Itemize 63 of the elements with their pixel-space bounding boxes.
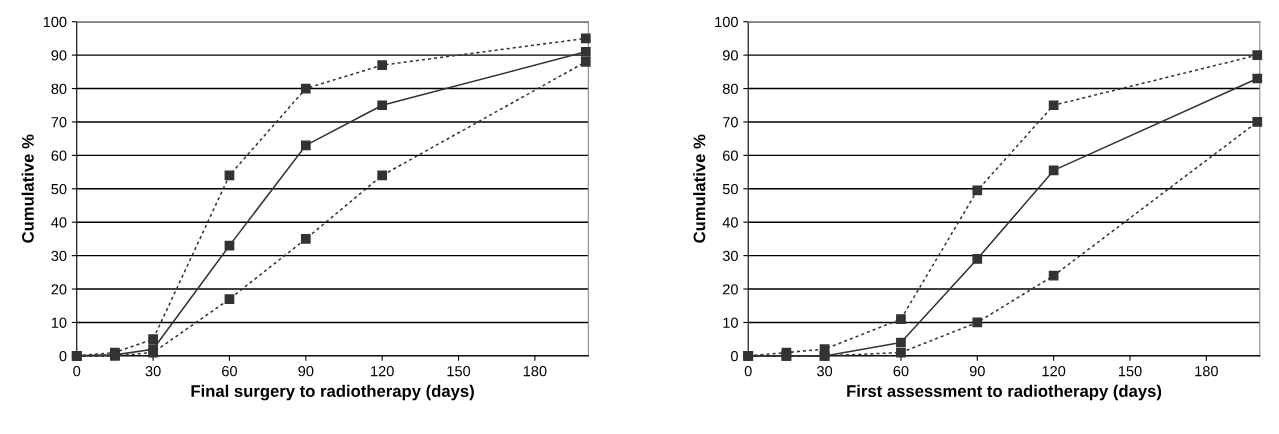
y-tick-label: 30	[51, 250, 67, 262]
point	[300, 234, 311, 244]
x-tick-label: 180	[523, 365, 547, 377]
x-tick-label: 60	[893, 365, 909, 377]
y-tick-label: 20	[51, 284, 67, 295]
y-tick-label: 40	[722, 217, 738, 228]
y-tick-label: 30	[722, 250, 738, 262]
y-tick-label: 10	[51, 317, 67, 328]
point	[377, 100, 388, 111]
x-tick-label: 30	[145, 365, 161, 377]
point	[1048, 100, 1059, 111]
y-tick-label: 90	[51, 50, 67, 61]
y-tick-label: 10	[723, 317, 738, 328]
y-tick-label: 50	[51, 183, 67, 195]
point	[148, 334, 158, 345]
point	[896, 314, 906, 324]
x-tick-label: 150	[1118, 365, 1142, 377]
y-tick-label: 50	[722, 183, 738, 195]
point	[377, 60, 388, 71]
point	[1048, 270, 1059, 281]
y-tick-label: 100	[43, 16, 67, 28]
point	[896, 347, 906, 358]
y-tick-label: 70	[51, 117, 67, 128]
point	[377, 170, 388, 181]
y-tick-label: 0	[730, 350, 738, 362]
y-tick-label: 60	[723, 150, 738, 161]
point	[1252, 117, 1263, 127]
x-axis-title: First assessment to radiotherapy (days)	[847, 384, 1162, 401]
y-tick-label: 40	[51, 217, 67, 228]
x-tick-label: 0	[744, 365, 752, 377]
point	[1252, 50, 1263, 60]
point	[1048, 165, 1059, 176]
point	[896, 337, 906, 348]
y-tick-label: 80	[51, 83, 67, 94]
point	[300, 140, 311, 151]
point	[224, 294, 235, 304]
point	[580, 33, 591, 44]
point	[1252, 73, 1263, 84]
y-axis-title: Cumulative %	[21, 134, 34, 243]
x-tick-label: 90	[298, 365, 314, 377]
point	[580, 56, 591, 67]
point	[972, 254, 983, 264]
point	[300, 83, 311, 94]
y-tick-label: 80	[722, 83, 738, 94]
x-tick-label: 120	[371, 365, 394, 377]
y-tick-label: 100	[715, 16, 738, 28]
x-tick-label: 120	[1042, 365, 1066, 377]
y-tick-label: 20	[723, 284, 738, 295]
x-tick-label: 150	[447, 365, 471, 377]
point	[972, 317, 983, 328]
y-tick-label: 60	[51, 150, 67, 161]
x-tick-label: 30	[817, 365, 833, 377]
y-axis-title: Cumulative %	[693, 134, 706, 243]
point	[580, 46, 591, 57]
x-tick-label: 0	[73, 365, 81, 377]
point	[972, 185, 983, 196]
x-tick-label: 60	[222, 365, 237, 377]
y-tick-label: 0	[59, 350, 67, 362]
y-tick-label: 90	[722, 50, 738, 61]
y-tick-label: 70	[723, 117, 738, 128]
x-tick-label: 180	[1195, 365, 1218, 377]
x-tick-label: 90	[969, 365, 985, 377]
x-axis-title: Final surgery to radiotherapy (days)	[191, 384, 474, 401]
